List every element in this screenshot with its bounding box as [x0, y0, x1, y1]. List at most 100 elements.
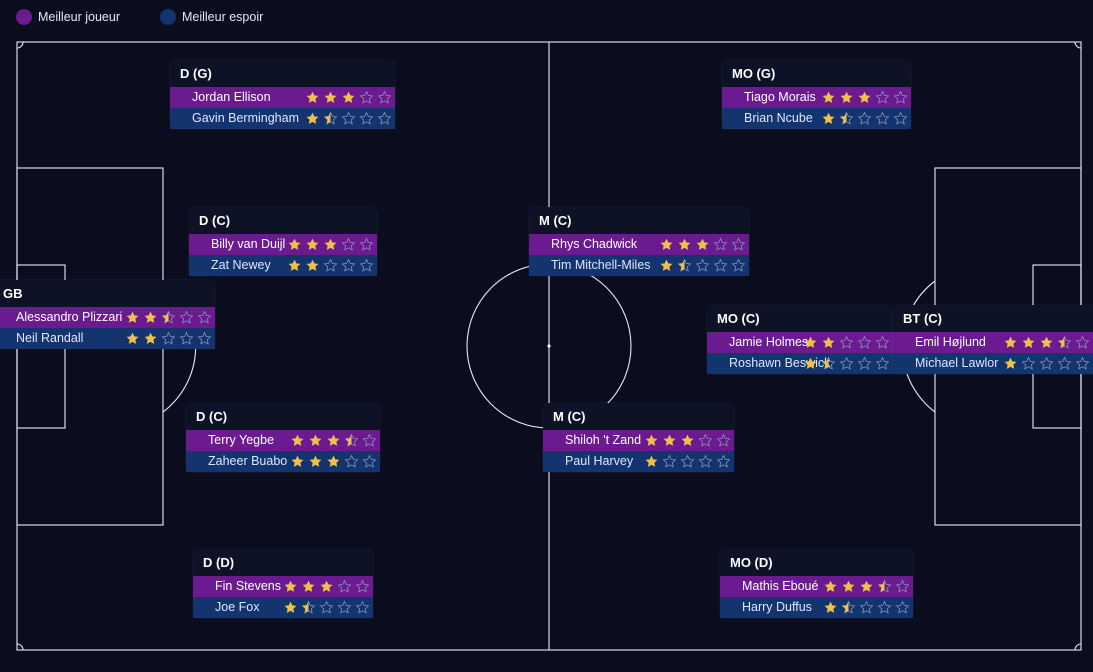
center-spot — [547, 344, 551, 348]
best-player-row[interactable]: Fin Stevens — [193, 576, 373, 597]
prospect-player-row[interactable]: Roshawn Beswick — [707, 353, 893, 374]
star-empty-icon — [161, 331, 176, 345]
position-card-mog[interactable]: MO (G) Tiago Morais Brian Ncube — [722, 60, 911, 129]
legend-best-dot — [16, 9, 32, 25]
legend-best[interactable]: Meilleur joueur — [16, 9, 120, 25]
best-player-name: Emil Højlund — [915, 335, 986, 349]
star-empty-icon — [377, 90, 392, 104]
star-empty-icon — [857, 335, 872, 349]
star-empty-icon — [1021, 356, 1036, 370]
star-empty-icon — [839, 356, 854, 370]
star-empty-icon — [698, 433, 713, 447]
star-filled-icon — [320, 580, 333, 592]
best-player-row[interactable]: Jamie Holmes — [707, 332, 893, 353]
prospect-player-row[interactable]: Gavin Bermingham — [170, 108, 395, 129]
position-card-dc-right[interactable]: D (C) Terry Yegbe Zaheer Buabo — [186, 403, 380, 472]
star-empty-icon — [713, 237, 728, 251]
prospect-player-row[interactable]: Zaheer Buabo — [186, 451, 380, 472]
star-rating — [1003, 353, 1093, 374]
star-rating — [823, 576, 913, 597]
legend-prospect-dot — [159, 9, 176, 25]
prospect-player-row[interactable]: Brian Ncube — [722, 108, 911, 129]
best-player-row[interactable]: Jordan Ellison — [170, 87, 395, 108]
best-player-row[interactable]: Mathis Eboué — [720, 576, 913, 597]
prospect-player-row[interactable]: Zat Newey — [189, 255, 377, 276]
star-filled-icon — [324, 238, 337, 250]
best-player-row[interactable]: Tiago Morais — [722, 87, 911, 108]
star-empty-icon — [875, 335, 890, 349]
best-player-row[interactable]: Emil Højlund — [893, 332, 1093, 353]
position-title: D (C) — [199, 213, 231, 228]
star-rating — [290, 430, 380, 451]
prospect-player-name: Paul Harvey — [565, 454, 634, 468]
best-player-row[interactable]: Billy van Duijl — [189, 234, 377, 255]
prospect-player-name: Neil Randall — [16, 331, 84, 345]
star-filled-icon — [1004, 336, 1017, 348]
star-filled-icon — [858, 91, 871, 103]
star-empty-icon — [355, 600, 370, 614]
star-filled-icon — [306, 238, 319, 250]
star-empty-icon — [337, 579, 352, 593]
position-card-mc-bottom[interactable]: M (C) Shiloh 't Zand Paul Harvey — [543, 403, 734, 472]
corner-arc-tl — [16, 41, 24, 49]
position-card-moc[interactable]: MO (C) Jamie Holmes Roshawn Beswick — [707, 305, 893, 374]
position-title: MO (G) — [732, 66, 776, 81]
position-card-gb[interactable]: GB Alessandro Plizzari Neil Randall — [0, 280, 215, 349]
star-empty-icon — [341, 258, 356, 272]
prospect-player-name: Roshawn Beswick — [729, 356, 831, 370]
position-card-dd[interactable]: D (D) Fin Stevens Joe Fox — [193, 549, 373, 618]
position-title: D (G) — [180, 66, 212, 81]
prospect-player-row[interactable]: Paul Harvey — [543, 451, 734, 472]
best-player-row[interactable]: Rhys Chadwick — [529, 234, 749, 255]
prospect-player-row[interactable]: Harry Duffus — [720, 597, 913, 618]
star-empty-icon — [359, 111, 374, 125]
best-player-row[interactable]: Alessandro Plizzari — [0, 307, 215, 328]
prospect-player-name: Gavin Bermingham — [192, 111, 299, 125]
best-player-name: Billy van Duijl — [211, 237, 286, 251]
star-rating — [659, 255, 749, 276]
star-filled-icon — [309, 455, 322, 467]
position-card-dc-left[interactable]: D (C) Billy van Duijl Zat Newey — [189, 207, 377, 276]
prospect-player-name: Michael Lawlor — [915, 356, 999, 370]
prospect-player-row[interactable]: Michael Lawlor — [893, 353, 1093, 374]
best-player-name: Tiago Morais — [744, 90, 816, 104]
position-card-mc-top[interactable]: M (C) Rhys Chadwick Tim Mitchell-Miles — [529, 207, 749, 276]
star-filled-icon — [822, 336, 835, 348]
prospect-player-row[interactable]: Tim Mitchell-Miles — [529, 255, 749, 276]
star-filled-icon — [822, 112, 835, 124]
star-rating — [305, 87, 395, 108]
best-player-row[interactable]: Terry Yegbe — [186, 430, 380, 451]
best-player-row[interactable]: Shiloh 't Zand — [543, 430, 734, 451]
star-empty-icon — [875, 111, 890, 125]
star-filled-icon — [696, 238, 709, 250]
star-empty-icon — [359, 237, 374, 251]
prospect-player-row[interactable]: Joe Fox — [193, 597, 373, 618]
position-card-dg[interactable]: D (G) Jordan Ellison Gavin Bermingham — [170, 60, 395, 129]
best-player-name: Jordan Ellison — [192, 90, 271, 104]
legend-prospect[interactable]: Meilleur espoir — [159, 9, 263, 25]
star-rating — [305, 108, 395, 129]
star-rating — [803, 332, 893, 353]
star-filled-icon — [681, 434, 694, 446]
star-filled-icon — [126, 332, 139, 344]
star-half-icon — [344, 433, 359, 447]
prospect-player-row[interactable]: Neil Randall — [0, 328, 215, 349]
star-half-icon — [301, 600, 316, 614]
star-filled-icon — [1004, 357, 1017, 369]
star-filled-icon — [291, 434, 304, 446]
star-filled-icon — [842, 580, 855, 592]
star-empty-icon — [359, 90, 374, 104]
star-empty-icon — [857, 356, 872, 370]
prospect-player-name: Zat Newey — [211, 258, 271, 272]
prospect-player-name: Harry Duffus — [742, 600, 812, 614]
star-rating — [1003, 332, 1093, 353]
star-filled-icon — [804, 357, 817, 369]
position-card-mod[interactable]: MO (D) Mathis Eboué Harry Duffus — [720, 549, 913, 618]
star-filled-icon — [645, 455, 658, 467]
star-rating — [644, 430, 734, 451]
position-card-btc[interactable]: BT (C) Emil Højlund Michael Lawlor — [893, 305, 1093, 374]
star-empty-icon — [859, 600, 874, 614]
star-rating — [659, 234, 749, 255]
star-half-icon — [1057, 335, 1072, 349]
